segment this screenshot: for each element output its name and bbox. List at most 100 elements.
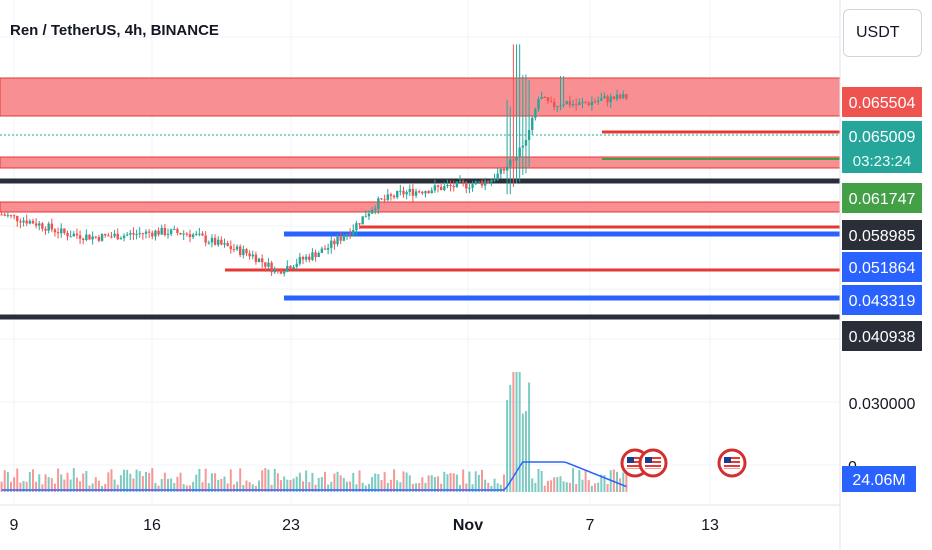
volume-bar xyxy=(358,470,361,492)
volume-bar xyxy=(587,480,590,492)
volume-bar xyxy=(245,480,248,492)
volume-bar xyxy=(38,474,41,492)
candle-body xyxy=(179,232,182,235)
candle-body xyxy=(308,256,311,260)
price-label-black-1: 0.058985 xyxy=(849,228,916,245)
us-flag-icon[interactable] xyxy=(638,448,668,478)
volume-bar xyxy=(273,468,276,492)
candle-body xyxy=(267,262,270,267)
price-label-current-bg xyxy=(842,121,922,173)
volume-bar xyxy=(487,482,490,492)
volume-bar xyxy=(166,478,169,492)
volume-bar xyxy=(264,468,267,492)
candle-body xyxy=(615,94,619,100)
candle-countdown: 03:23:24 xyxy=(853,153,911,170)
candle-body xyxy=(3,214,6,216)
volume-bar xyxy=(342,477,345,492)
candle-body xyxy=(377,198,380,209)
candle-body xyxy=(182,233,185,235)
candle-body xyxy=(47,223,50,231)
candle-body xyxy=(370,210,374,214)
volume-bar xyxy=(123,469,126,492)
candle-body xyxy=(191,234,195,238)
volume-bar xyxy=(195,474,198,492)
price-tick-label: 0.030000 xyxy=(849,396,916,413)
volume-bar xyxy=(283,476,286,492)
volume-bar xyxy=(581,479,584,492)
volume-bar xyxy=(484,479,487,492)
volume-bar xyxy=(160,478,163,492)
volume-bar xyxy=(85,471,88,492)
volume-bar xyxy=(113,479,116,492)
candle-body xyxy=(593,101,597,103)
volume-bar xyxy=(493,478,496,492)
volume-bar xyxy=(226,483,229,492)
volume-bar xyxy=(308,481,311,492)
candle-body xyxy=(411,188,415,196)
candle-body xyxy=(44,228,47,231)
volume-bar xyxy=(44,474,47,492)
candle-body xyxy=(97,237,101,241)
volume-bar xyxy=(35,481,38,492)
resistance-zone-top[interactable] xyxy=(0,77,841,117)
volume-bar xyxy=(323,471,326,492)
price-label-black-2: 0.040938 xyxy=(849,329,916,346)
volume-bar xyxy=(418,483,421,492)
volume-bar xyxy=(170,478,173,492)
candle-body xyxy=(574,104,578,106)
volume-bar xyxy=(619,478,622,492)
volume-bar xyxy=(345,481,348,492)
candle-body xyxy=(455,181,459,188)
volume-bar xyxy=(512,372,515,492)
candle-body xyxy=(399,190,402,192)
candle-body xyxy=(625,94,628,99)
volume-bar xyxy=(411,483,414,492)
volume-bar xyxy=(389,479,392,492)
candle-body xyxy=(355,223,358,231)
candle-body xyxy=(229,246,232,250)
candle-body xyxy=(107,235,110,237)
volume-bar xyxy=(543,485,546,492)
candle-body xyxy=(443,186,446,191)
candle-body xyxy=(273,268,276,273)
candle-body xyxy=(100,234,104,241)
volume-bar xyxy=(386,482,389,492)
candle-body xyxy=(207,242,211,244)
time-axis[interactable]: 9 16 23 Nov 7 13 xyxy=(10,517,719,534)
volume-bar xyxy=(157,485,160,492)
candle-body xyxy=(116,233,119,240)
candle-body xyxy=(565,101,568,105)
volume-bar xyxy=(53,483,56,492)
candles xyxy=(0,44,628,277)
candle-body xyxy=(226,243,229,247)
volume-bar xyxy=(443,471,446,492)
volume-bar xyxy=(82,473,85,492)
currency-selector-button[interactable]: USDT xyxy=(843,9,922,57)
volume-bar xyxy=(210,473,213,492)
price-axis[interactable]: 0.065504 0.065009 03:23:24 0.061747 0.05… xyxy=(842,87,922,492)
volume-bar xyxy=(509,384,512,492)
candle-body xyxy=(201,233,204,236)
volume-bar xyxy=(141,476,144,492)
candle-body xyxy=(198,233,201,235)
candle-body xyxy=(141,233,145,235)
candle-body xyxy=(461,181,465,183)
price-label-blue-2: 0.043319 xyxy=(849,293,916,310)
candle-body xyxy=(424,191,427,194)
candle-body xyxy=(496,173,499,180)
candle-body xyxy=(471,184,474,188)
volume-bar xyxy=(317,477,320,492)
us-flag-icon[interactable] xyxy=(717,448,747,478)
volume-bar xyxy=(69,479,72,492)
volume-bar xyxy=(176,476,179,492)
volume-bar xyxy=(63,479,66,492)
candle-body xyxy=(188,234,192,238)
time-tick-label: 7 xyxy=(586,517,595,534)
candle-body xyxy=(0,214,3,216)
candle-body xyxy=(135,233,138,235)
volume-bar xyxy=(298,472,301,492)
resistance-zone-low[interactable] xyxy=(0,201,841,213)
volume-bar xyxy=(242,485,245,492)
candle-body xyxy=(352,230,355,236)
